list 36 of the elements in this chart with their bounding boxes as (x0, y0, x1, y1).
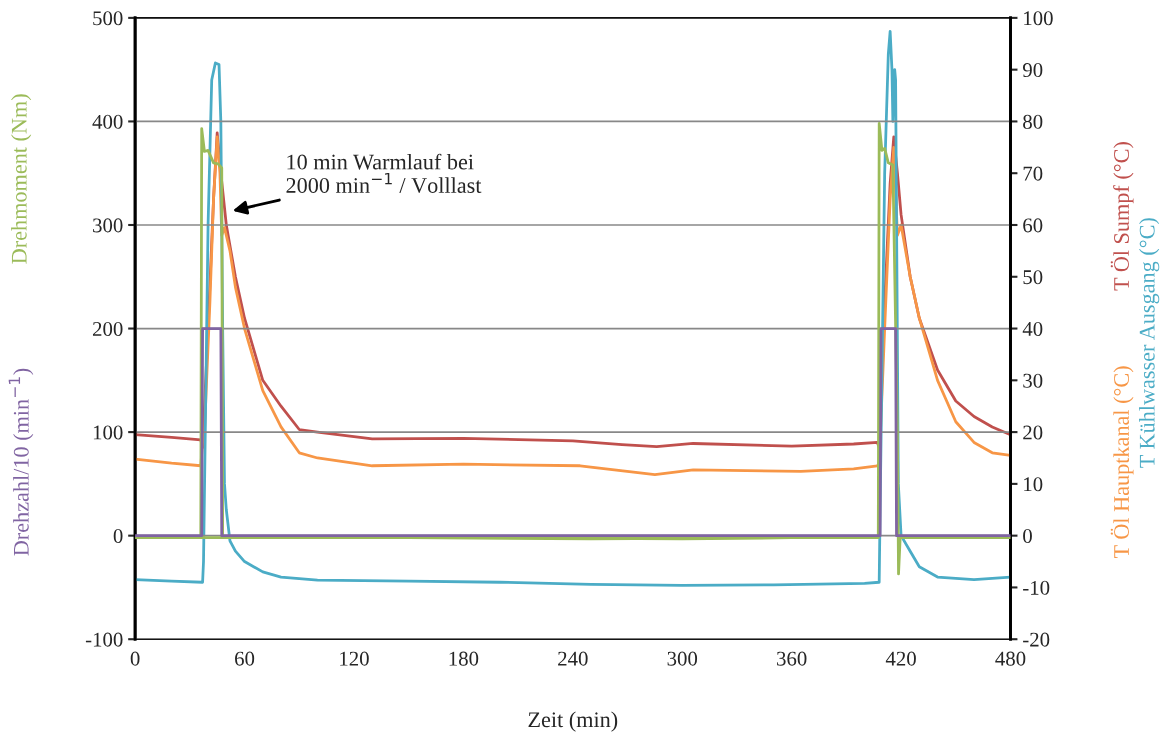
x-tick-label: 240 (558, 651, 588, 666)
text: T Öl Sumpf (°C) (1110, 142, 1134, 291)
x-tick-label: 180 (449, 651, 479, 666)
x-axis-title: Zeit (min) (528, 711, 618, 732)
y2-tick-label: 60 (1023, 218, 1043, 233)
x-tick-label: 60 (235, 651, 255, 666)
y2-tick-label: -10 (1023, 580, 1050, 595)
text: T Kühlwasser Ausgang (°C) (1139, 218, 1160, 468)
x-tick-label: 360 (777, 651, 807, 666)
y2-tick-label: 50 (1023, 270, 1043, 285)
y-tick-label: 200 (92, 321, 123, 336)
y2-tick-label: 40 (1022, 321, 1043, 336)
y2-tick-label: -20 (1023, 632, 1050, 647)
annotation: 10 min Warmlauf bei 2000 min$^{−1}$ / Volllast (286, 153, 482, 194)
x-tick-label: 480 (995, 651, 1026, 666)
y2-tick-label: 30 (1023, 373, 1043, 388)
y2-tick-label: 100 (1024, 11, 1053, 26)
y2-tick-label: 70 (1023, 166, 1043, 181)
y2-tick-label: 90 (1022, 63, 1043, 78)
x-tick-label: 0 (130, 651, 140, 666)
y-tick-label: 0 (113, 529, 123, 544)
y-tick-label: 500 (93, 11, 123, 26)
text: Drehmoment (Nm) (11, 94, 32, 264)
y2-tick-label: 80 (1023, 114, 1043, 129)
x-tick-label: 300 (667, 651, 698, 666)
text: T Öl Hauptkanal (°C) (1110, 366, 1134, 558)
y-tick-label: -100 (85, 632, 123, 647)
y2-tick-label: 0 (1023, 529, 1032, 544)
y2-tick-label: 10 (1024, 477, 1043, 492)
y2-tick-label: 20 (1023, 425, 1043, 440)
y-tick-label: 400 (92, 114, 123, 129)
x-tick-label: 120 (340, 651, 369, 666)
text: Drehzahl/10 (min$^{−1}$) (8, 368, 34, 556)
y-tick-label: 300 (93, 218, 123, 233)
y-tick-label: 100 (93, 425, 123, 440)
x-tick-label: 420 (885, 651, 916, 666)
